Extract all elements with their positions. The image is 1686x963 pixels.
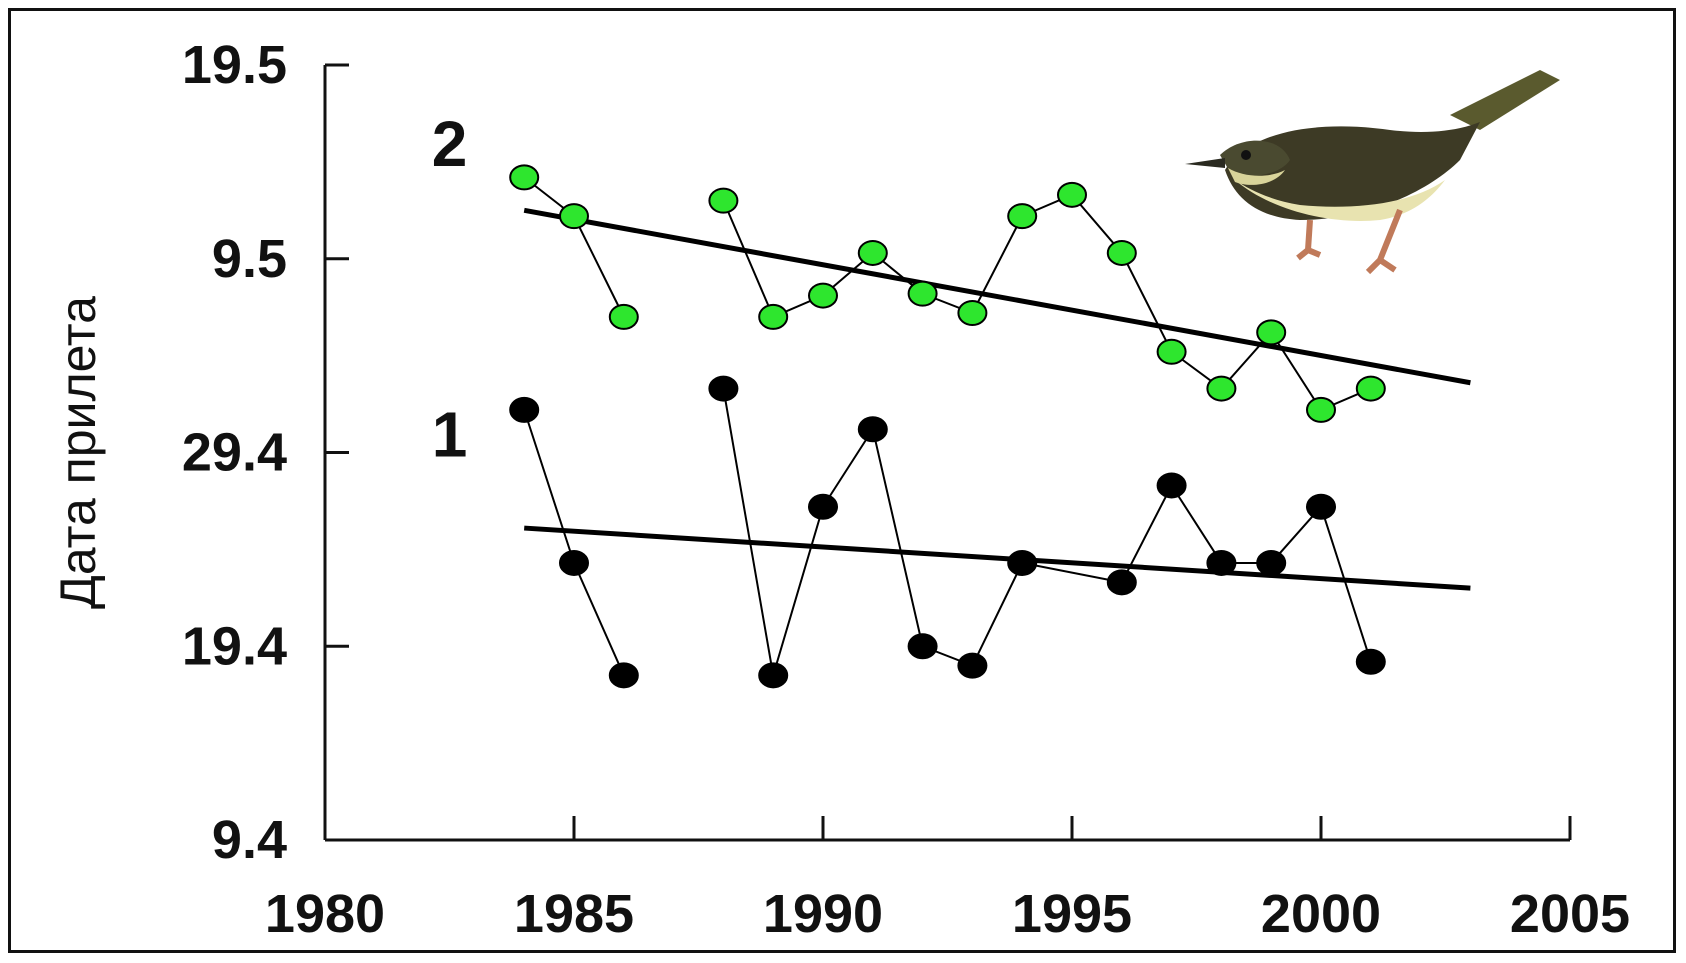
series-label-1: 1 <box>432 398 468 470</box>
data-point-series-1 <box>857 416 888 443</box>
x-tick-label: 2000 <box>1261 884 1381 944</box>
labels: Дата прилета 1 2 <box>50 108 467 609</box>
data-point-series-1 <box>1106 569 1137 596</box>
bird-illustration-icon <box>1185 70 1560 275</box>
y-tick-label: 29.4 <box>182 423 287 483</box>
data-point-series-2 <box>1057 181 1087 208</box>
x-tick-label: 1980 <box>265 884 385 944</box>
data-point-series-2 <box>1106 239 1137 266</box>
x-tick-label: 2005 <box>1510 884 1630 944</box>
data-point-series-1 <box>1355 648 1386 675</box>
data-point-series-2 <box>808 282 838 309</box>
data-point-series-1 <box>1206 549 1237 576</box>
data-point-series-2 <box>758 303 789 330</box>
data-point-series-1 <box>758 662 789 689</box>
data-point-series-1 <box>1007 549 1038 576</box>
data-point-series-2 <box>608 303 639 330</box>
trend-line-series-2 <box>523 207 1471 386</box>
y-axis-title: Дата прилета <box>50 296 106 609</box>
data-point-series-2 <box>907 280 938 307</box>
series-line-1 <box>523 409 625 676</box>
data-point-series-2 <box>957 300 988 326</box>
data-point-series-2 <box>708 187 739 214</box>
series-label-2: 2 <box>432 108 468 180</box>
data-point-series-2 <box>559 203 589 230</box>
data-point-series-2 <box>509 164 540 191</box>
data-point-series-2 <box>1355 375 1386 402</box>
x-tick-label: 1990 <box>763 884 883 944</box>
data-point-series-1 <box>708 375 739 402</box>
data-point-series-1 <box>1306 493 1336 520</box>
series-lines <box>523 176 1372 676</box>
y-tick-label: 9.5 <box>212 229 287 289</box>
data-point-series-1 <box>907 633 938 660</box>
series-line-1 <box>722 388 1372 676</box>
y-tick-label: 19.5 <box>182 35 287 95</box>
data-point-series-2 <box>1256 319 1287 346</box>
data-point-series-2 <box>1306 396 1336 423</box>
markers <box>509 164 1386 689</box>
data-point-series-2 <box>857 239 888 266</box>
data-point-series-1 <box>608 662 639 689</box>
trend-lines <box>523 207 1471 591</box>
chart-frame <box>8 8 1676 953</box>
data-point-series-2 <box>1206 375 1237 402</box>
x-tick-label: 1985 <box>514 884 634 944</box>
y-tick-label: 9.4 <box>212 810 287 870</box>
x-tick-label: 1995 <box>1012 884 1132 944</box>
data-point-series-2 <box>1156 338 1187 365</box>
series-line-2 <box>523 176 625 318</box>
data-point-series-1 <box>1256 549 1287 576</box>
data-point-series-1 <box>957 652 988 679</box>
y-tick-label: 19.4 <box>182 616 287 676</box>
axes: 9.4 19.4 29.4 9.5 19.5 1980 1985 1990 1995 2000 20… <box>182 35 1630 944</box>
trend-line-series-1 <box>524 525 1471 591</box>
data-point-series-2 <box>1007 203 1038 230</box>
data-point-series-1 <box>1156 472 1187 499</box>
data-point-series-1 <box>808 493 838 520</box>
data-point-series-1 <box>559 549 589 576</box>
data-point-series-1 <box>509 396 540 423</box>
